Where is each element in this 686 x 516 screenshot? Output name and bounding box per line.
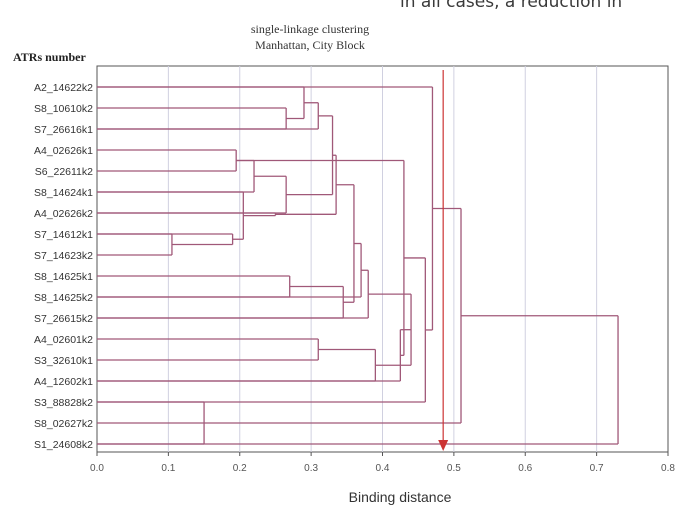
leaf-label: A4_02601k2 <box>34 334 93 346</box>
x-tick-label: 0.5 <box>447 463 461 474</box>
leaf-label: S3_88828k2 <box>34 397 93 409</box>
x-tick-label: 0.8 <box>661 463 675 474</box>
leaf-label: S7_14623k2 <box>34 250 93 262</box>
leaf-label: S7_26615k2 <box>34 313 93 325</box>
leaf-label: S8_10610k2 <box>34 103 93 115</box>
leaf-label: A4_12602k1 <box>34 376 93 388</box>
x-tick-label: 0.1 <box>161 463 175 474</box>
header-fragment-text: in all cases, a reduction in <box>400 0 623 12</box>
x-axis-label: Binding distance <box>348 489 452 505</box>
leaf-label: A4_02626k1 <box>34 145 93 157</box>
leaf-label: S8_14625k1 <box>34 271 93 283</box>
leaf-label: S7_26616k1 <box>34 124 93 136</box>
leaf-label: S8_14624k1 <box>34 187 93 199</box>
x-tick-label: 0.7 <box>590 463 604 474</box>
x-tick-label: 0.4 <box>376 463 390 474</box>
chart-title: single-linkage clustering <box>250 22 370 36</box>
cut-marker <box>438 440 449 451</box>
header-text-fragment: in all cases, a reduction in <box>400 0 686 16</box>
x-tick-label: 0.0 <box>90 463 104 474</box>
leaf-label: S8_02627k2 <box>34 418 93 430</box>
y-axis-label: ATRs number <box>13 50 86 64</box>
x-tick-label: 0.6 <box>518 463 532 474</box>
x-tick-label: 0.3 <box>304 463 318 474</box>
chart-subtitle: Manhattan, City Block <box>255 38 365 52</box>
leaf-label: A4_02626k2 <box>34 208 93 220</box>
leaf-label: A2_14622k2 <box>34 82 93 94</box>
leaf-label: S1_24608k2 <box>34 439 93 451</box>
leaf-label: S6_22611k2 <box>35 166 93 178</box>
leaf-label: S8_14625k2 <box>34 292 93 304</box>
x-tick-label: 0.2 <box>233 463 247 474</box>
leaf-label: S3_32610k1 <box>34 355 93 367</box>
leaf-label: S7_14612k1 <box>34 229 93 241</box>
